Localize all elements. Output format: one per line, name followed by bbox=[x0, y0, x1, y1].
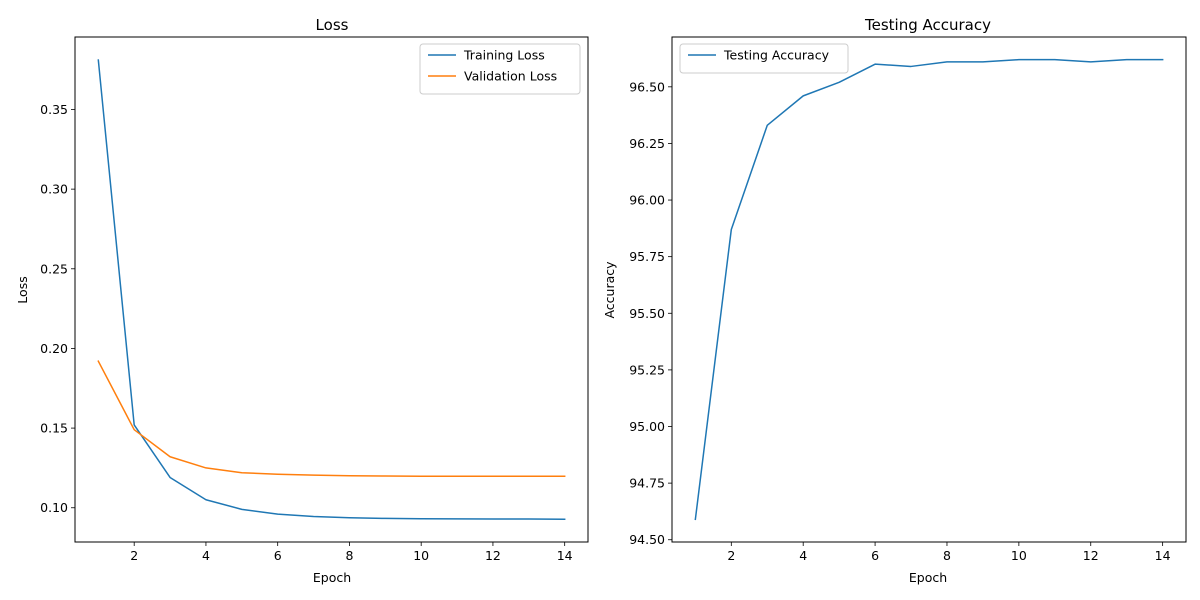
accuracy-y-tick-label: 96.50 bbox=[629, 79, 665, 94]
accuracy-legend-label-testing-accuracy: Testing Accuracy bbox=[723, 48, 830, 63]
loss-y-tick-label: 0.30 bbox=[40, 182, 68, 197]
accuracy-x-tick-label: 2 bbox=[727, 548, 735, 563]
loss-y-tick-label: 0.20 bbox=[40, 341, 68, 356]
accuracy-y-ticks: 94.50 94.75 95.00 95.25 95.50 95.75 96.00 96.25… bbox=[629, 79, 672, 547]
accuracy-x-axis-label: Epoch bbox=[909, 570, 947, 585]
accuracy-series-testing-accuracy-line bbox=[694, 58, 1164, 521]
accuracy-axes-frame bbox=[671, 36, 1187, 543]
loss-y-ticks: 0.10 0.15 0.20 0.25 0.30 0.35 bbox=[40, 102, 75, 515]
accuracy-series-layer bbox=[694, 58, 1164, 521]
loss-legend-label-validation-loss: Validation Loss bbox=[464, 69, 557, 84]
loss-x-tick-label: 4 bbox=[202, 548, 210, 563]
accuracy-y-tick-label: 94.75 bbox=[629, 476, 665, 491]
loss-x-axis-label: Epoch bbox=[313, 570, 351, 585]
accuracy-y-tick-label: 94.50 bbox=[629, 532, 665, 547]
accuracy-x-tick-label: 8 bbox=[943, 548, 951, 563]
loss-y-tick-label: 0.15 bbox=[40, 421, 68, 436]
accuracy-y-tick-label: 95.50 bbox=[629, 306, 665, 321]
loss-x-tick-label: 12 bbox=[485, 548, 501, 563]
loss-x-tick-label: 2 bbox=[130, 548, 138, 563]
loss-axes-frame bbox=[74, 36, 589, 543]
accuracy-y-axis-label: Accuracy bbox=[602, 261, 617, 319]
loss-y-tick-label: 0.35 bbox=[40, 102, 68, 117]
loss-y-tick-label: 0.10 bbox=[40, 500, 68, 515]
accuracy-x-tick-label: 14 bbox=[1155, 548, 1171, 563]
accuracy-legend-box bbox=[679, 43, 849, 74]
accuracy-x-tick-label: 6 bbox=[871, 548, 879, 563]
accuracy-y-tick-label: 96.00 bbox=[629, 193, 665, 208]
accuracy-x-ticks: 2 4 6 8 10 12 14 bbox=[727, 542, 1171, 563]
accuracy-chart-title: Testing Accuracy bbox=[864, 16, 991, 34]
accuracy-x-tick-label: 10 bbox=[1011, 548, 1027, 563]
accuracy-x-tick-label: 4 bbox=[799, 548, 807, 563]
loss-chart: Loss 2 4 6 8 10 12 14 0.10 0.15 0.20 0.25 0.30 0.35… bbox=[15, 16, 589, 585]
loss-legend: Training Loss Validation Loss bbox=[419, 43, 581, 95]
loss-x-tick-label: 8 bbox=[345, 548, 353, 563]
loss-chart-title: Loss bbox=[316, 16, 349, 34]
loss-x-ticks: 2 4 6 8 10 12 14 bbox=[130, 542, 573, 563]
loss-legend-label-training-loss: Training Loss bbox=[463, 48, 545, 63]
accuracy-legend: Testing Accuracy bbox=[679, 43, 849, 74]
loss-legend-box bbox=[419, 43, 581, 95]
accuracy-y-tick-label: 96.25 bbox=[629, 136, 665, 151]
loss-x-tick-label: 10 bbox=[413, 548, 429, 563]
accuracy-y-tick-label: 95.00 bbox=[629, 419, 665, 434]
loss-x-tick-label: 14 bbox=[557, 548, 573, 563]
loss-y-tick-label: 0.25 bbox=[40, 261, 68, 276]
loss-y-axis-label: Loss bbox=[15, 276, 30, 303]
loss-series-layer bbox=[97, 59, 566, 520]
accuracy-x-tick-label: 12 bbox=[1083, 548, 1099, 563]
accuracy-y-tick-label: 95.25 bbox=[629, 362, 665, 377]
loss-x-tick-label: 6 bbox=[274, 548, 282, 563]
accuracy-y-tick-label: 95.75 bbox=[629, 249, 665, 264]
loss-series-training-loss-line bbox=[97, 59, 566, 520]
loss-series-validation-loss-line bbox=[97, 360, 566, 477]
accuracy-chart: Testing Accuracy 2 4 6 8 10 12 14 94.50 94.75 95… bbox=[602, 16, 1187, 585]
